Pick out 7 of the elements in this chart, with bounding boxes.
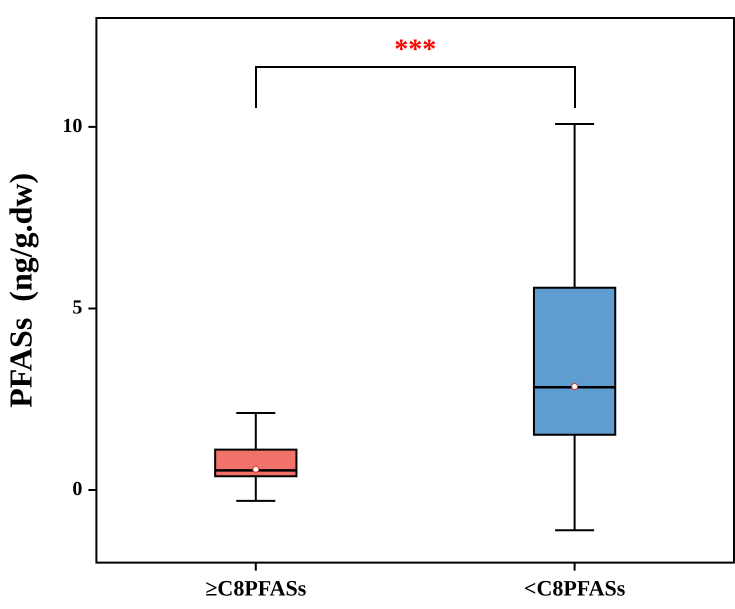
x-tick-label: ≥C8PFASs [205, 575, 307, 600]
y-tick-label: 5 [72, 296, 82, 319]
y-tick-label: 10 [62, 115, 82, 138]
y-tick-label: 0 [72, 478, 82, 500]
annotation: *** [394, 34, 436, 66]
x-tick-label: <C8PFASs [524, 575, 626, 600]
y-axis-title: PFASs (ng/g.dw) [2, 172, 40, 408]
